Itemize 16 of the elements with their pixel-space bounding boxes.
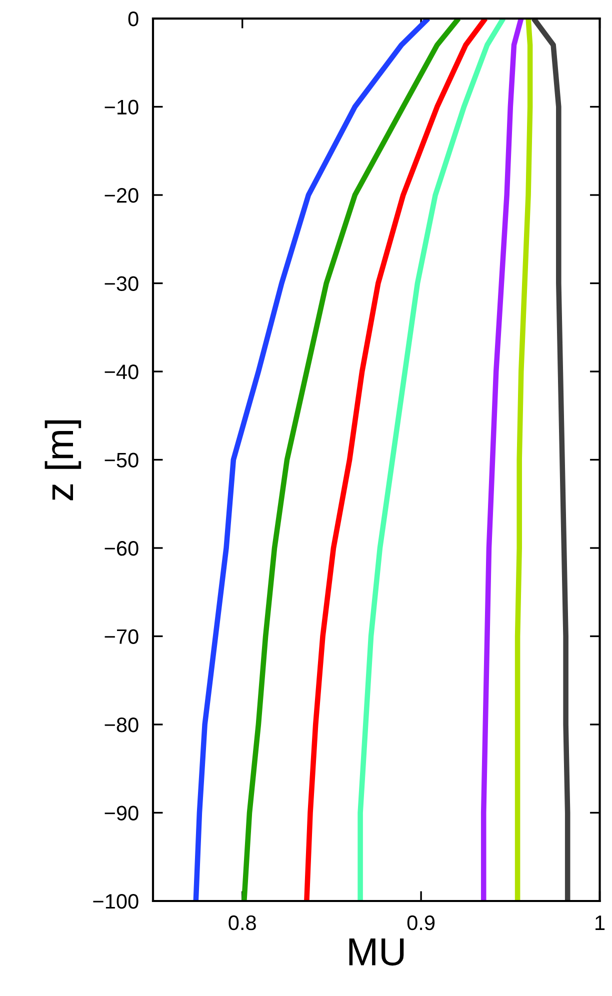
- y-tick-label: −60: [104, 541, 138, 556]
- y-tick-label: −90: [104, 806, 138, 820]
- y-tick-label: −10: [104, 100, 138, 115]
- y-tick-label: −20: [104, 188, 138, 203]
- x-axis-title: MU: [349, 938, 404, 966]
- y-tick-label: −30: [104, 276, 138, 292]
- y-tick-label: 0: [128, 12, 138, 26]
- y-tick-label: −100: [93, 894, 138, 909]
- y-tick-label: −40: [104, 364, 138, 380]
- x-tick-label: 0.9: [407, 915, 435, 930]
- x-tick-label: 0.8: [228, 915, 256, 930]
- y-tick-label: −80: [104, 717, 138, 732]
- y-axis-title: z [m]: [44, 420, 82, 500]
- y-tick-label: −50: [104, 452, 138, 468]
- y-tick-label: −70: [104, 629, 138, 644]
- x-tick-label: 1: [596, 916, 605, 930]
